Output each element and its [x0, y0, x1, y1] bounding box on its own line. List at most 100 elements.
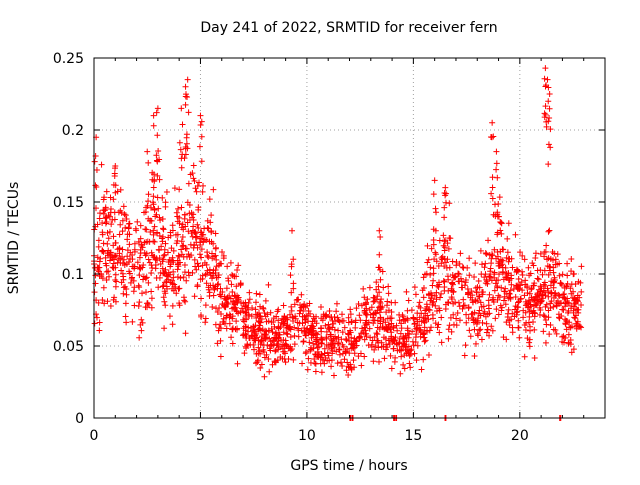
data-point: [411, 320, 418, 327]
data-point: [228, 281, 235, 288]
data-point: [366, 325, 373, 332]
data-point: [392, 354, 399, 361]
data-point: [191, 177, 198, 184]
data-point: [385, 307, 392, 314]
data-point: [294, 296, 301, 303]
data-point: [498, 304, 505, 311]
data-point: [503, 319, 510, 326]
data-point: [510, 285, 517, 292]
data-point: [493, 166, 500, 173]
chart-title: Day 241 of 2022, SRMTID for receiver fer…: [200, 20, 497, 36]
data-point: [487, 273, 494, 280]
data-point: [419, 330, 426, 337]
data-point: [431, 177, 438, 184]
data-point: [345, 319, 352, 326]
data-point: [556, 292, 563, 299]
data-point: [425, 352, 432, 359]
data-point: [124, 247, 131, 254]
data-point: [435, 284, 442, 291]
data-point: [556, 272, 563, 279]
data-point: [543, 321, 550, 328]
data-point: [167, 229, 174, 236]
data-point: [136, 284, 143, 291]
y-tick-label: 0.05: [53, 339, 84, 355]
data-point: [449, 281, 456, 288]
data-point: [456, 260, 463, 267]
data-point: [442, 306, 449, 313]
data-point: [162, 203, 169, 210]
data-point: [504, 235, 511, 242]
data-point: [505, 270, 512, 277]
data-point: [477, 312, 484, 319]
data-point: [529, 296, 536, 303]
data-point: [453, 315, 460, 322]
data-point: [404, 316, 411, 323]
data-point: [280, 329, 287, 336]
data-point: [561, 291, 568, 298]
data-point: [190, 211, 197, 218]
data-point: [275, 317, 282, 324]
data-point: [310, 315, 317, 322]
data-point: [481, 264, 488, 271]
data-point: [193, 233, 200, 240]
data-point: [299, 320, 306, 327]
data-point: [418, 366, 425, 373]
data-point: [562, 295, 569, 302]
data-point: [126, 268, 133, 275]
data-point: [163, 189, 170, 196]
data-point: [265, 327, 272, 334]
data-point: [547, 256, 554, 262]
data-point: [425, 316, 432, 323]
data-point: [547, 264, 554, 271]
data-point: [188, 230, 195, 237]
data-point: [328, 363, 335, 370]
data-point: [97, 210, 104, 217]
data-point: [420, 294, 427, 301]
data-point: [380, 343, 387, 350]
data-point: [457, 250, 464, 257]
data-point: [161, 251, 168, 258]
data-point: [493, 148, 500, 155]
data-point: [102, 260, 109, 267]
data-point: [145, 159, 152, 166]
data-point: [176, 253, 183, 260]
data-point: [274, 340, 281, 347]
data-point: [437, 294, 444, 301]
data-point: [564, 280, 571, 287]
data-point: [444, 273, 451, 280]
data-point: [482, 260, 489, 267]
data-point: [117, 221, 124, 228]
data-point: [509, 264, 516, 271]
data-point: [203, 270, 210, 277]
data-point: [571, 303, 578, 310]
data-point: [99, 220, 106, 227]
data-point: [441, 283, 448, 290]
data-point: [432, 205, 439, 212]
data-point: [261, 373, 268, 380]
data-point: [295, 325, 302, 332]
data-point: [382, 335, 389, 342]
data-point: [136, 334, 143, 341]
data-point: [156, 214, 163, 221]
data-point: [481, 308, 488, 315]
data-point: [541, 110, 548, 117]
data-point: [537, 307, 544, 314]
data-point: [442, 199, 449, 206]
data-point: [403, 338, 410, 345]
data-point: [414, 324, 421, 331]
data-point: [357, 350, 364, 357]
data-point: [438, 314, 445, 321]
data-point: [335, 339, 342, 346]
data-point: [403, 288, 410, 295]
data-point: [181, 297, 188, 304]
data-point: [164, 285, 171, 292]
data-point: [179, 151, 186, 158]
data-point: [193, 239, 200, 246]
data-point: [196, 143, 203, 150]
data-point: [471, 353, 478, 360]
data-point: [430, 270, 437, 277]
data-point: [102, 254, 109, 261]
data-point: [515, 317, 522, 324]
data-point: [253, 330, 260, 337]
